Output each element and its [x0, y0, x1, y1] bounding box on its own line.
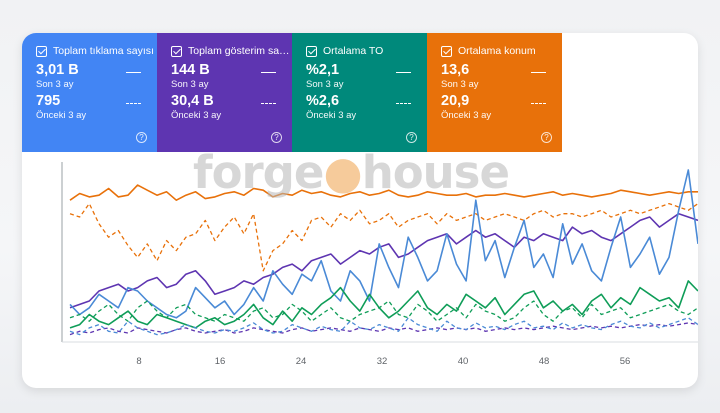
metric-previous-label: Önceki 3 ay [36, 110, 87, 121]
series-line-7 [69, 317, 698, 336]
metric-previous-value: %2,6 [306, 93, 340, 109]
metric-title: Toplam tıklama sayısı [53, 45, 154, 57]
series-layer [69, 169, 698, 336]
dashed-line-legend-icon [261, 103, 276, 104]
dashed-line-legend-icon [126, 103, 141, 104]
series-line-4 [69, 280, 698, 329]
solid-line-legend-icon [126, 72, 141, 73]
solid-line-legend-icon [531, 72, 546, 73]
metric-current-value: %2,1 [306, 62, 340, 78]
watermark-logo: forge●house [193, 146, 510, 199]
checkbox-icon[interactable] [36, 45, 47, 57]
metric-previous-value: 30,4 B [171, 93, 214, 109]
metric-previous-label: Önceki 3 ay [306, 110, 357, 121]
metric-current-label: Son 3 ay [441, 79, 479, 90]
series-line-6 [69, 322, 698, 336]
metric-current-label: Son 3 ay [306, 79, 344, 90]
checkbox-icon[interactable] [171, 45, 182, 57]
dashed-line-legend-icon [531, 103, 546, 104]
metric-current-value: 13,6 [441, 62, 470, 78]
performance-line-chart: 81624324048566 [61, 162, 698, 367]
metric-current-value: 3,01 B [36, 62, 79, 78]
metric-title: Ortalama konum [458, 45, 536, 57]
metric-tile-ctr[interactable]: Ortalama TO %2,1 Son 3 ay %2,6 Önceki 3 … [292, 33, 427, 152]
x-axis: 81624324048566 [61, 162, 698, 367]
metric-previous-label: Önceki 3 ay [171, 110, 222, 121]
metric-tile-impressions[interactable]: Toplam gösterim sayısı 144 B Son 3 ay 30… [157, 33, 292, 152]
performance-card: Toplam tıklama sayısı 3,01 B Son 3 ay 79… [22, 33, 698, 388]
watermark-right: house [361, 146, 510, 199]
series-line-1 [69, 202, 698, 272]
help-icon[interactable]: ? [541, 132, 552, 143]
series-line-3 [69, 169, 698, 319]
metric-tile-clicks[interactable]: Toplam tıklama sayısı 3,01 B Son 3 ay 79… [22, 33, 157, 152]
series-line-2 [69, 212, 698, 309]
watermark-left: forge [193, 146, 324, 199]
x-tick-label: 32 [377, 356, 388, 367]
dashed-line-legend-icon [396, 103, 411, 104]
metric-previous-value: 795 [36, 93, 61, 109]
series-line-0 [69, 184, 698, 202]
metric-tiles: Toplam tıklama sayısı 3,01 B Son 3 ay 79… [22, 33, 562, 152]
metric-title: Toplam gösterim sayısı [188, 45, 292, 57]
checkbox-icon[interactable] [441, 45, 452, 57]
metric-previous-label: Önceki 3 ay [441, 110, 492, 121]
metric-title: Ortalama TO [323, 45, 384, 57]
x-tick-label: 48 [539, 356, 550, 367]
x-tick-label: 40 [458, 356, 469, 367]
metric-current-value: 144 B [171, 62, 210, 78]
checkbox-icon[interactable] [306, 45, 317, 57]
x-tick-label: 56 [620, 356, 631, 367]
x-tick-label: 8 [136, 356, 141, 367]
help-icon[interactable]: ? [271, 132, 282, 143]
metric-tile-position[interactable]: Ortalama konum 13,6 Son 3 ay 20,9 Önceki… [427, 33, 562, 152]
watermark-dot: ● [323, 146, 362, 199]
solid-line-legend-icon [396, 72, 411, 73]
metric-current-label: Son 3 ay [36, 79, 74, 90]
help-icon[interactable]: ? [406, 132, 417, 143]
solid-line-legend-icon [261, 72, 276, 73]
x-tick-label: 16 [215, 356, 226, 367]
metric-previous-value: 20,9 [441, 93, 470, 109]
help-icon[interactable]: ? [136, 132, 147, 143]
x-tick-label: 24 [296, 356, 307, 367]
series-line-5 [69, 300, 698, 322]
metric-current-label: Son 3 ay [171, 79, 209, 90]
